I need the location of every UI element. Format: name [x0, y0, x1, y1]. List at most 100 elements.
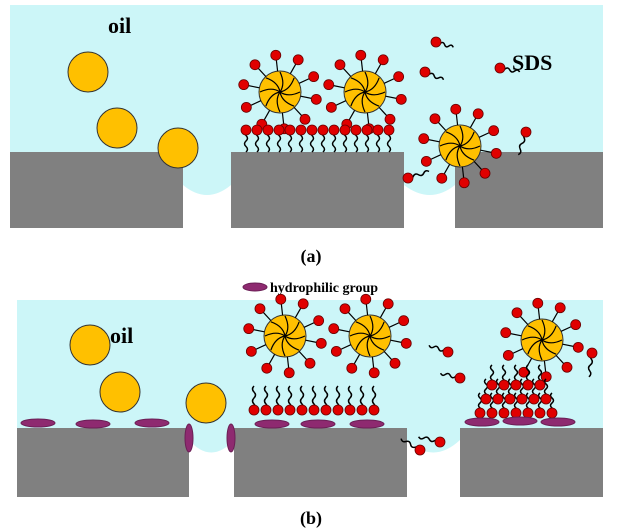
surfactant-head	[321, 405, 331, 415]
surfactant-head	[503, 350, 513, 360]
legend-label: hydrophilic group	[270, 281, 378, 296]
surfactant-head	[430, 114, 440, 124]
surfactant-head	[547, 408, 557, 418]
surfactant-head	[481, 394, 491, 404]
surfactant-head	[587, 348, 597, 358]
surfactant-head	[529, 394, 539, 404]
surfactant-head	[311, 94, 321, 104]
surfactant-head	[250, 60, 260, 70]
hydrophilic-group	[21, 419, 55, 427]
surfactant-head	[512, 308, 522, 318]
surfactant-head	[241, 102, 251, 112]
surfactant-head	[487, 408, 497, 418]
surfactant-head	[459, 178, 469, 188]
caption: (b)	[300, 508, 322, 529]
hydrophilic-group	[465, 418, 499, 426]
sds-label: SDS	[512, 50, 552, 75]
surfactant-head	[421, 156, 431, 166]
surfactant-head	[383, 299, 393, 309]
surfactant-head	[511, 380, 521, 390]
surfactant-head	[493, 394, 503, 404]
surfactant-head	[396, 94, 406, 104]
surfactant-head	[437, 173, 447, 183]
figure: oil SDS (a) hydrophilic group oil (b)	[0, 0, 622, 531]
surfactant-head	[285, 405, 295, 415]
surfactant-head	[300, 114, 310, 124]
hydrophilic-group	[350, 420, 384, 428]
surfactant-head	[373, 125, 383, 135]
surfactant-head	[435, 437, 445, 447]
surfactant-head	[293, 55, 303, 65]
surfactant-head	[244, 324, 254, 334]
hydrophilic-group	[301, 420, 335, 428]
surfactant-head	[511, 408, 521, 418]
surfactant-head	[385, 114, 395, 124]
hydrophilic-group	[227, 424, 235, 452]
surfactant-head	[297, 405, 307, 415]
surfactant-head	[326, 102, 336, 112]
surfactant-head	[501, 328, 511, 338]
surfactant-head	[347, 363, 357, 373]
substrate	[455, 152, 603, 228]
surfactant-head	[480, 168, 490, 178]
surfactant-head	[487, 380, 497, 390]
substrate	[234, 428, 407, 497]
surfactant-head	[305, 358, 315, 368]
oil-droplet	[97, 108, 137, 148]
surfactant-head	[271, 50, 281, 60]
surfactant-head	[298, 299, 308, 309]
oil-droplet	[100, 372, 140, 412]
oil-droplet	[70, 325, 110, 365]
surfactant-head	[523, 408, 533, 418]
surfactant-head	[335, 60, 345, 70]
surfactant-head	[523, 380, 533, 390]
surfactant-head	[489, 126, 499, 136]
surfactant-head	[284, 368, 294, 378]
surfactant-head	[340, 125, 350, 135]
surfactant-head	[451, 104, 461, 114]
surfactant-head	[535, 380, 545, 390]
surfactant-head	[241, 125, 251, 135]
substrate	[460, 428, 603, 497]
surfactant-head	[517, 394, 527, 404]
surfactant-head	[351, 125, 361, 135]
surfactant-head	[249, 405, 259, 415]
surfactant-head	[324, 80, 334, 90]
surfactant-head	[499, 380, 509, 390]
surfactant-head	[384, 125, 394, 135]
surfactant-head	[309, 405, 319, 415]
surfactant-head	[521, 127, 531, 137]
surfactant-head	[329, 324, 339, 334]
oil-droplet	[158, 128, 198, 168]
surfactant-head	[369, 368, 379, 378]
surfactant-head	[263, 125, 273, 135]
oil-droplet	[68, 52, 108, 92]
caption: (a)	[301, 246, 322, 267]
surfactant-head	[505, 394, 515, 404]
oil-label: oil	[108, 13, 131, 38]
surfactant-head	[285, 125, 295, 135]
surfactant-head	[357, 405, 367, 415]
surfactant-head	[276, 294, 286, 304]
surfactant-head	[362, 125, 372, 135]
surfactant-head	[345, 405, 355, 415]
substrate	[10, 152, 183, 228]
surfactant-head	[491, 148, 501, 158]
surfactant-head	[318, 125, 328, 135]
hydrophilic-group	[503, 417, 537, 425]
surfactant-head	[340, 304, 350, 314]
surfactant-head	[443, 347, 453, 357]
surfactant-head	[369, 405, 379, 415]
hydrophilic-group	[185, 424, 193, 452]
substrate	[17, 428, 189, 497]
surfactant-head	[415, 445, 425, 455]
surfactant-head	[419, 134, 429, 144]
hydrophilic-group	[255, 420, 289, 428]
surfactant-head	[246, 346, 256, 356]
surfactant-head	[403, 173, 413, 183]
hydrophilic-group	[541, 418, 575, 426]
surfactant-head	[255, 304, 265, 314]
surfactant-head	[573, 342, 583, 352]
surfactant-head	[314, 316, 324, 326]
surfactant-head	[555, 303, 565, 313]
